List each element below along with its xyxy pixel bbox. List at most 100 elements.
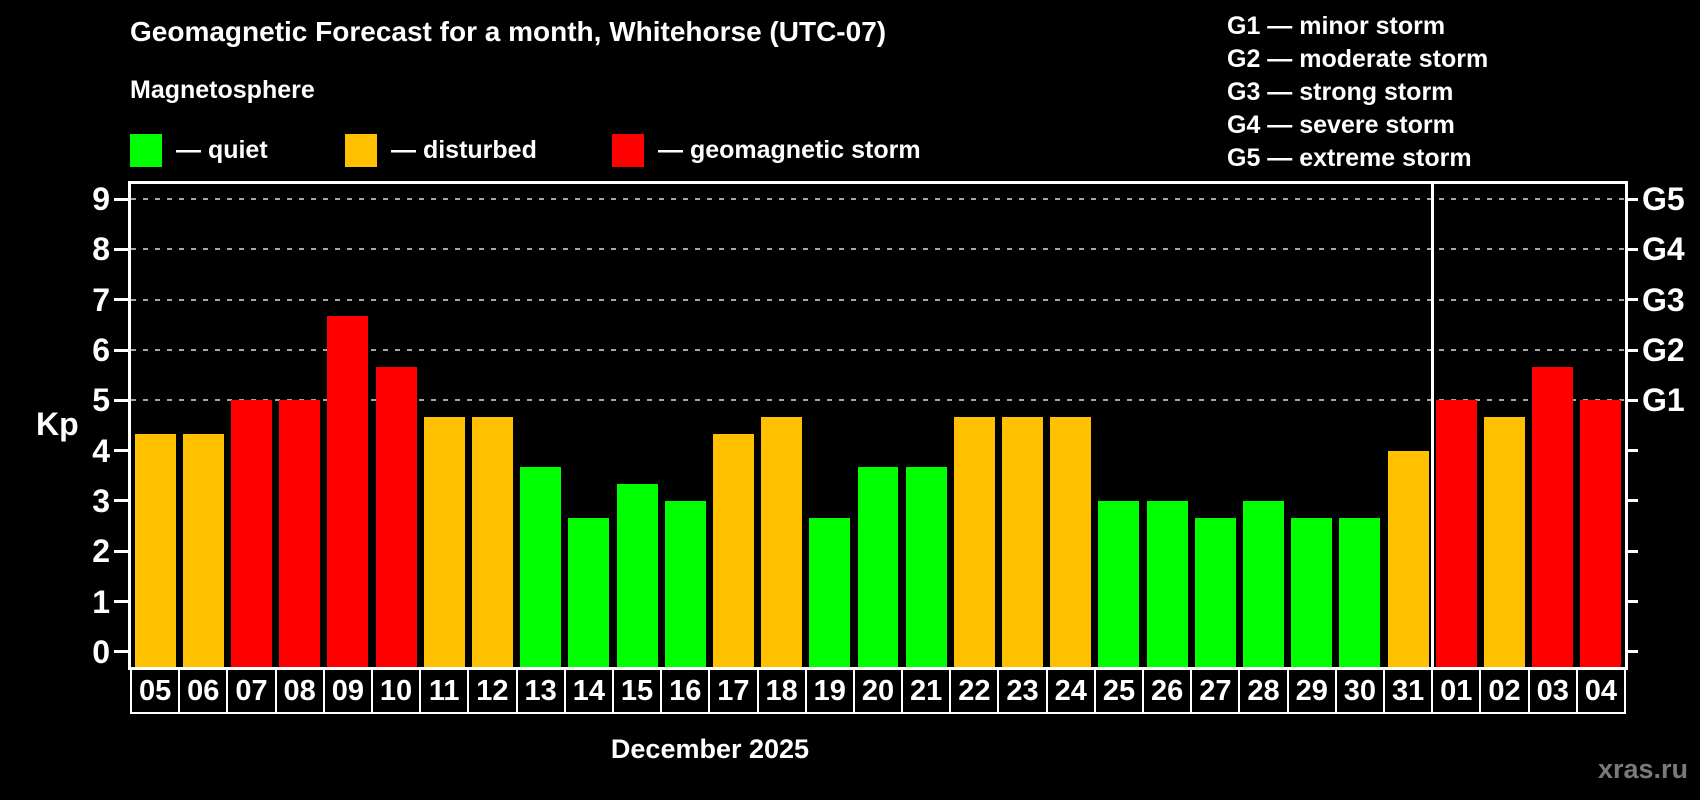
y-tick-label-8: 8 <box>92 231 110 268</box>
day-label-28: 28 <box>1238 668 1289 714</box>
bar-day-27 <box>1194 517 1236 667</box>
gridline-kp9 <box>131 198 1625 201</box>
bar-day-31 <box>1387 450 1429 667</box>
g-scale-legend: G1 — minor storm G2 — moderate storm G3 — … <box>1227 10 1488 175</box>
g-legend-line-5: G5 — extreme storm <box>1227 144 1472 172</box>
watermark-xras: xras.ru <box>1597 754 1688 784</box>
day-label-31: 31 <box>1383 668 1434 714</box>
day-label-18: 18 <box>756 668 807 714</box>
day-label-19: 19 <box>804 668 855 714</box>
y-tick-label-1: 1 <box>92 583 110 620</box>
gridline-kp8 <box>131 248 1625 251</box>
g-level-label-g4: G4 <box>1642 231 1685 268</box>
bar-day-23 <box>1002 416 1044 667</box>
day-label-27: 27 <box>1190 668 1241 714</box>
bar-day-17 <box>712 434 754 667</box>
bar-day-18 <box>761 416 803 667</box>
left-tick-kp7 <box>114 298 128 302</box>
legend-item-quiet: — quiet <box>130 133 268 167</box>
bar-day-02 <box>1484 416 1525 667</box>
day-label-17: 17 <box>708 668 759 714</box>
day-label-22: 22 <box>949 668 1000 714</box>
legend-item-storm: — geomagnetic storm <box>612 133 921 167</box>
subtitle-magnetosphere: Magnetosphere <box>130 76 315 104</box>
bar-day-09 <box>327 316 369 667</box>
left-tick-kp2 <box>114 549 128 553</box>
y-tick-label-2: 2 <box>92 533 110 570</box>
disturbed-color-swatch <box>345 133 377 167</box>
day-label-16: 16 <box>660 668 711 714</box>
day-label-10: 10 <box>370 668 422 714</box>
bar-day-26 <box>1146 500 1188 667</box>
storm-color-swatch <box>612 133 644 167</box>
bar-day-28 <box>1243 500 1285 667</box>
plot-area <box>128 181 1628 670</box>
day-label-11: 11 <box>419 668 470 714</box>
day-label-26: 26 <box>1142 668 1193 714</box>
right-tick-kp7 <box>1628 298 1638 302</box>
right-tick-kp1 <box>1628 600 1638 604</box>
page-title: Geomagnetic Forecast for a month, Whiteh… <box>130 16 887 47</box>
gridline-kp5 <box>131 399 1625 402</box>
y-tick-label-6: 6 <box>92 332 110 369</box>
legend-label-disturbed: — disturbed <box>391 135 537 164</box>
g-level-label-g1: G1 <box>1642 382 1685 419</box>
bar-day-05 <box>134 434 176 667</box>
bar-day-24 <box>1050 416 1092 667</box>
y-tick-label-9: 9 <box>92 181 110 218</box>
bar-day-08 <box>279 400 321 667</box>
day-label-30: 30 <box>1334 668 1386 714</box>
left-tick-kp1 <box>114 600 128 604</box>
bar-day-13 <box>520 467 562 667</box>
month-boundary-line <box>1430 184 1434 667</box>
g-legend-line-4: G4 — severe storm <box>1227 111 1455 139</box>
right-tick-kp5 <box>1628 398 1638 402</box>
status-legend: — quiet — disturbed — geomagnetic storm <box>130 133 1030 169</box>
right-tick-kp2 <box>1628 549 1638 553</box>
bar-day-10 <box>375 366 417 667</box>
legend-label-storm: — geomagnetic storm <box>658 135 921 164</box>
g-legend-line-2: G2 — moderate storm <box>1227 45 1489 73</box>
day-label-08: 08 <box>274 668 325 714</box>
bar-day-11 <box>423 416 465 667</box>
bar-day-12 <box>471 416 513 667</box>
y-tick-label-4: 4 <box>92 432 110 469</box>
day-label-14: 14 <box>563 668 614 714</box>
bar-day-14 <box>568 517 610 667</box>
day-label-06: 06 <box>178 668 229 714</box>
day-label-03: 03 <box>1527 668 1578 714</box>
g-legend-line-3: G3 — strong storm <box>1227 78 1454 106</box>
day-label-07: 07 <box>226 668 277 714</box>
right-tick-kp6 <box>1628 348 1638 352</box>
y-tick-label-0: 0 <box>92 633 110 670</box>
day-label-15: 15 <box>611 668 663 714</box>
left-tick-kp6 <box>114 348 128 352</box>
day-label-12: 12 <box>467 668 518 714</box>
bar-day-03 <box>1532 366 1574 667</box>
bar-day-04 <box>1580 400 1622 667</box>
quiet-color-swatch <box>130 133 162 167</box>
right-tick-kp3 <box>1628 499 1638 503</box>
bar-day-22 <box>953 416 995 667</box>
bar-day-20 <box>857 467 899 667</box>
y-axis-title-kp: Kp <box>36 406 79 442</box>
bar-day-06 <box>182 434 224 667</box>
y-tick-label-7: 7 <box>92 281 110 318</box>
day-label-09: 09 <box>322 668 373 714</box>
bar-day-07 <box>230 400 272 667</box>
right-tick-kp4 <box>1628 449 1638 453</box>
day-label-01: 01 <box>1431 668 1482 714</box>
g-legend-line-1: G1 — minor storm <box>1227 12 1446 40</box>
bar-day-01 <box>1435 400 1477 667</box>
day-label-02: 02 <box>1479 668 1530 714</box>
x-axis-title-month: December 2025 <box>610 734 810 764</box>
bar-day-21 <box>905 467 947 667</box>
right-tick-kp0 <box>1628 650 1638 654</box>
day-label-04: 04 <box>1575 668 1626 714</box>
gridline-kp6 <box>131 349 1625 352</box>
left-tick-kp5 <box>114 398 128 402</box>
right-tick-kp8 <box>1628 247 1638 251</box>
g-level-label-g3: G3 <box>1642 281 1685 318</box>
right-tick-kp9 <box>1628 197 1638 201</box>
